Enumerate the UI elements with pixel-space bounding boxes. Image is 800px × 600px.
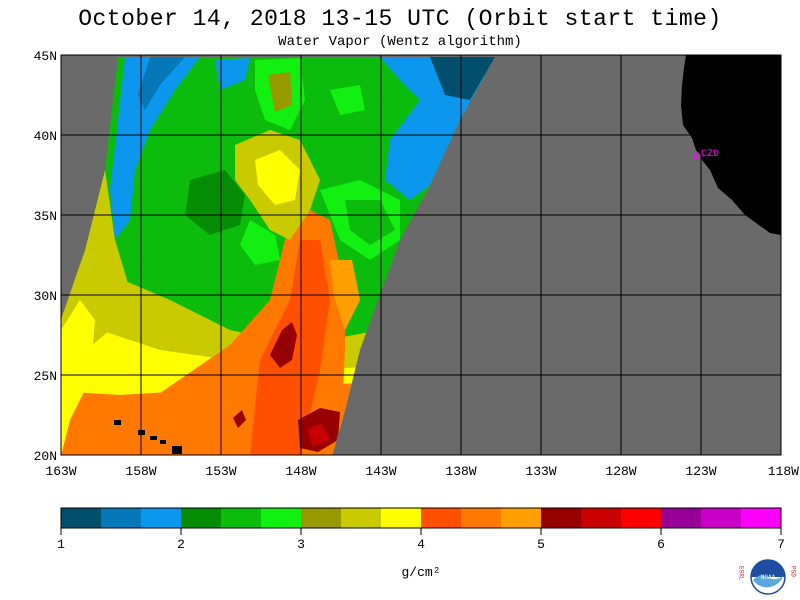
map-frame <box>60 54 782 456</box>
colorbar-tick-label: 2 <box>177 537 185 552</box>
station-marker <box>693 152 701 160</box>
colorbar-swatch <box>221 508 262 528</box>
psd-letters: PSD <box>790 566 797 577</box>
longitude-labels: 163W 158W 153W 148W 143W 138W 133W 128W 123W 118W <box>45 464 799 479</box>
colorbar-swatch <box>61 508 102 528</box>
longitude-label: 158W <box>125 464 156 479</box>
colorbar-swatch <box>341 508 382 528</box>
colorbar-swatch <box>181 508 222 528</box>
colorbar <box>61 508 782 528</box>
noaa-logo-text: NOAA <box>761 574 776 581</box>
longitude-label: 153W <box>205 464 236 479</box>
colorbar-swatch <box>381 508 422 528</box>
latitude-label: 25N <box>34 369 57 384</box>
colorbar-swatch <box>661 508 702 528</box>
latitude-label: 45N <box>34 49 57 64</box>
colorbar-tick-label: 6 <box>657 537 665 552</box>
longitude-label: 133W <box>525 464 556 479</box>
map-subtitle: Water Vapor (Wentz algorithm) <box>278 34 522 50</box>
longitude-label: 163W <box>45 464 76 479</box>
latitude-label: 20N <box>34 449 57 464</box>
latitude-label: 40N <box>34 129 57 144</box>
colorbar-tick-label: 4 <box>417 537 425 552</box>
latitude-label: 30N <box>34 289 57 304</box>
island <box>114 420 121 425</box>
colorbar-tick-label: 3 <box>297 537 305 552</box>
island <box>172 446 182 454</box>
colorbar-swatch <box>541 508 582 528</box>
colorbar-swatch <box>421 508 462 528</box>
colorbar-swatch <box>101 508 142 528</box>
island <box>150 436 157 440</box>
colorbar-swatch <box>301 508 342 528</box>
land-mass <box>681 55 781 235</box>
colorbar-tick-label: 1 <box>57 537 65 552</box>
colorbar-swatch <box>621 508 662 528</box>
colorbar-tick-label: 5 <box>537 537 545 552</box>
longitude-label: 118W <box>768 464 799 479</box>
colorbar-swatch <box>741 508 782 528</box>
colorbar-tick-label: 7 <box>777 537 785 552</box>
longitude-label: 123W <box>685 464 716 479</box>
colorbar-swatch <box>141 508 182 528</box>
noaa-logo: NOAA ESRL PSD <box>738 559 797 595</box>
graticule-grid <box>61 55 781 455</box>
colorbar-swatch <box>701 508 742 528</box>
colorbar-swatch <box>501 508 542 528</box>
map-title: October 14, 2018 13-15 UTC (Orbit start … <box>78 6 722 32</box>
colorbar-swatch <box>581 508 622 528</box>
station-label: CZD <box>701 149 719 160</box>
longitude-label: 148W <box>285 464 316 479</box>
island <box>160 440 166 444</box>
esrl-letters: ESRL <box>738 566 745 581</box>
longitude-label: 128W <box>605 464 636 479</box>
longitude-label: 138W <box>445 464 476 479</box>
colorbar-unit: g/cm² <box>401 565 440 580</box>
latitude-label: 35N <box>34 209 57 224</box>
longitude-label: 143W <box>365 464 396 479</box>
latitude-labels: 45N 40N 35N 30N 25N 20N <box>34 49 57 464</box>
colorbar-ticks: 1 2 3 4 5 6 7 <box>57 528 785 552</box>
colorbar-swatch <box>461 508 502 528</box>
colorbar-swatch <box>261 508 302 528</box>
